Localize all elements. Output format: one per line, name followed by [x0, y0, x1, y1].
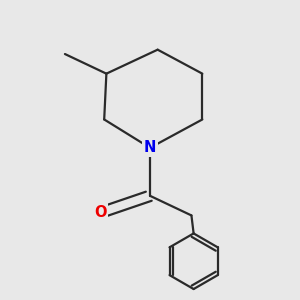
- Text: N: N: [144, 140, 156, 155]
- Text: O: O: [94, 205, 106, 220]
